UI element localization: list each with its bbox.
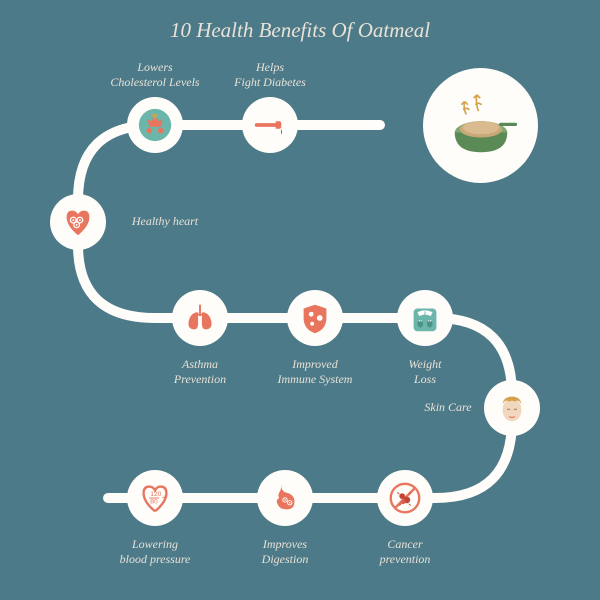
label-digestion: ImprovesDigestion <box>225 537 345 567</box>
node-digestion <box>257 470 313 526</box>
node-asthma <box>172 290 228 346</box>
label-immune: ImprovedImmune System <box>255 357 375 387</box>
label-skin: Skin Care <box>388 400 508 415</box>
node-heart <box>50 194 106 250</box>
label-heart: Healthy heart <box>105 214 225 229</box>
label-weight: WeightLoss <box>365 357 485 387</box>
node-immune <box>287 290 343 346</box>
label-cancer: Cancerprevention <box>345 537 465 567</box>
node-diabetes <box>242 97 298 153</box>
label-cholesterol: LowersCholesterol Levels <box>95 60 215 90</box>
page-title: 10 Health Benefits Of Oatmeal <box>0 18 600 43</box>
hero-oatmeal-icon <box>423 68 538 183</box>
label-asthma: AsthmaPrevention <box>140 357 260 387</box>
label-diabetes: HelpsFight Diabetes <box>210 60 330 90</box>
node-cancer <box>377 470 433 526</box>
node-bloodpressure: 12080 + <box>127 470 183 526</box>
svg-text:+: + <box>162 492 167 502</box>
label-bloodpressure: Loweringblood pressure <box>95 537 215 567</box>
node-cholesterol <box>127 97 183 153</box>
svg-text:120: 120 <box>150 491 161 498</box>
node-weight <box>397 290 453 346</box>
svg-text:80: 80 <box>150 499 158 506</box>
